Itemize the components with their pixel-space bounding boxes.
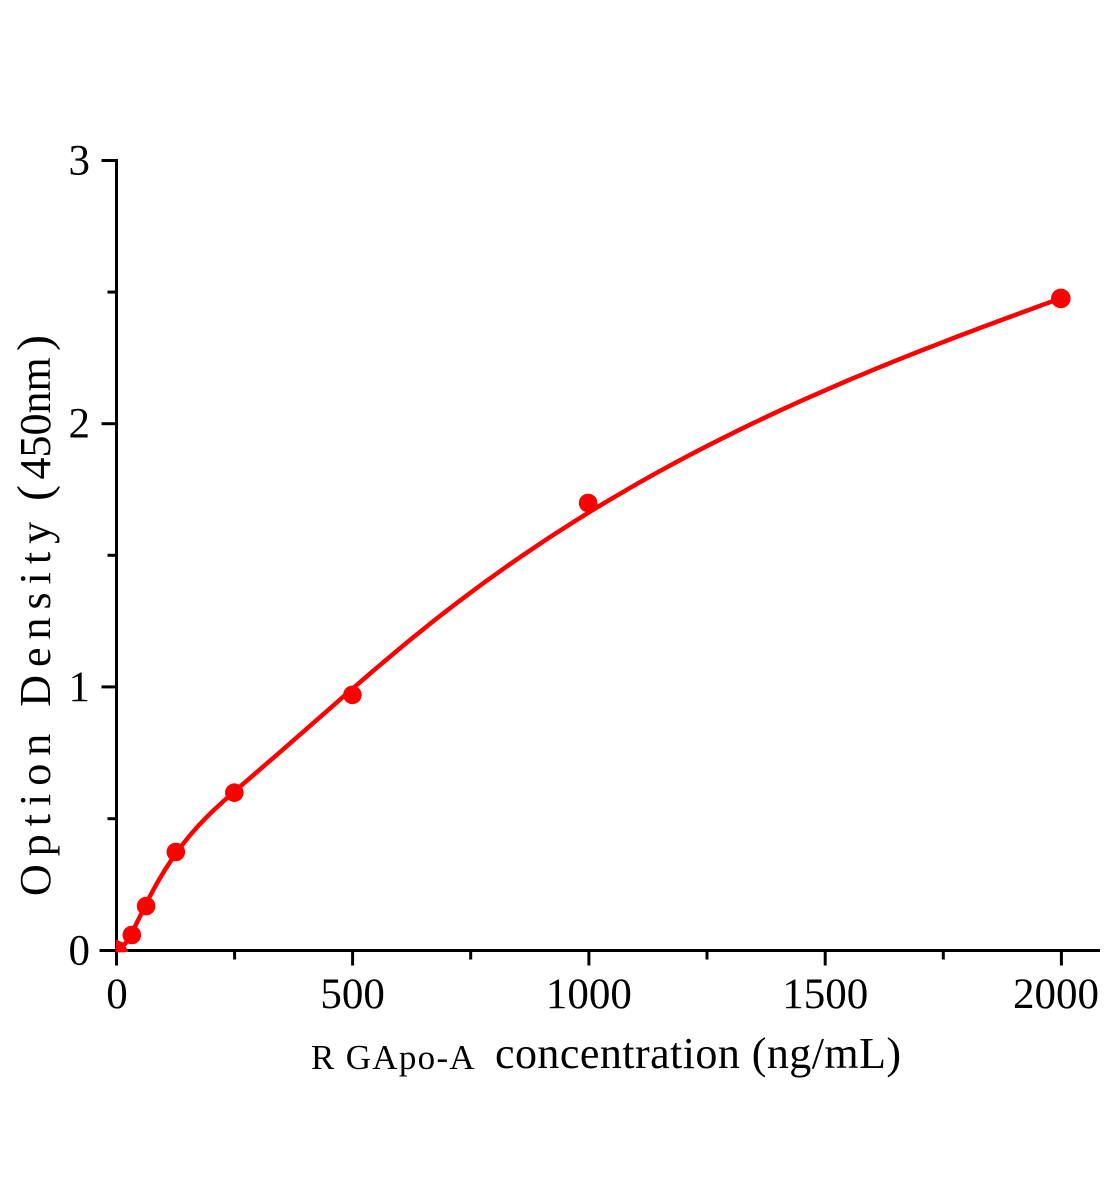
svg-text:3: 3 bbox=[69, 138, 91, 185]
svg-text:R GApo-A: R GApo-A bbox=[311, 1038, 476, 1077]
svg-text:1000: 1000 bbox=[546, 971, 632, 1018]
svg-text:2: 2 bbox=[69, 401, 91, 448]
svg-text:concentration (ng/mL): concentration (ng/mL) bbox=[495, 1029, 902, 1078]
svg-text:500: 500 bbox=[320, 971, 385, 1018]
svg-text:1500: 1500 bbox=[782, 971, 868, 1018]
svg-text:1: 1 bbox=[69, 664, 91, 711]
svg-text:(: ( bbox=[8, 485, 61, 501]
svg-text:Option Density: Option Density bbox=[11, 514, 60, 896]
svg-text:0: 0 bbox=[69, 928, 91, 975]
svg-text:450nm: 450nm bbox=[11, 357, 60, 479]
svg-text:0: 0 bbox=[106, 971, 128, 1018]
svg-text:): ) bbox=[8, 335, 61, 351]
svg-text:2000: 2000 bbox=[1013, 971, 1099, 1018]
